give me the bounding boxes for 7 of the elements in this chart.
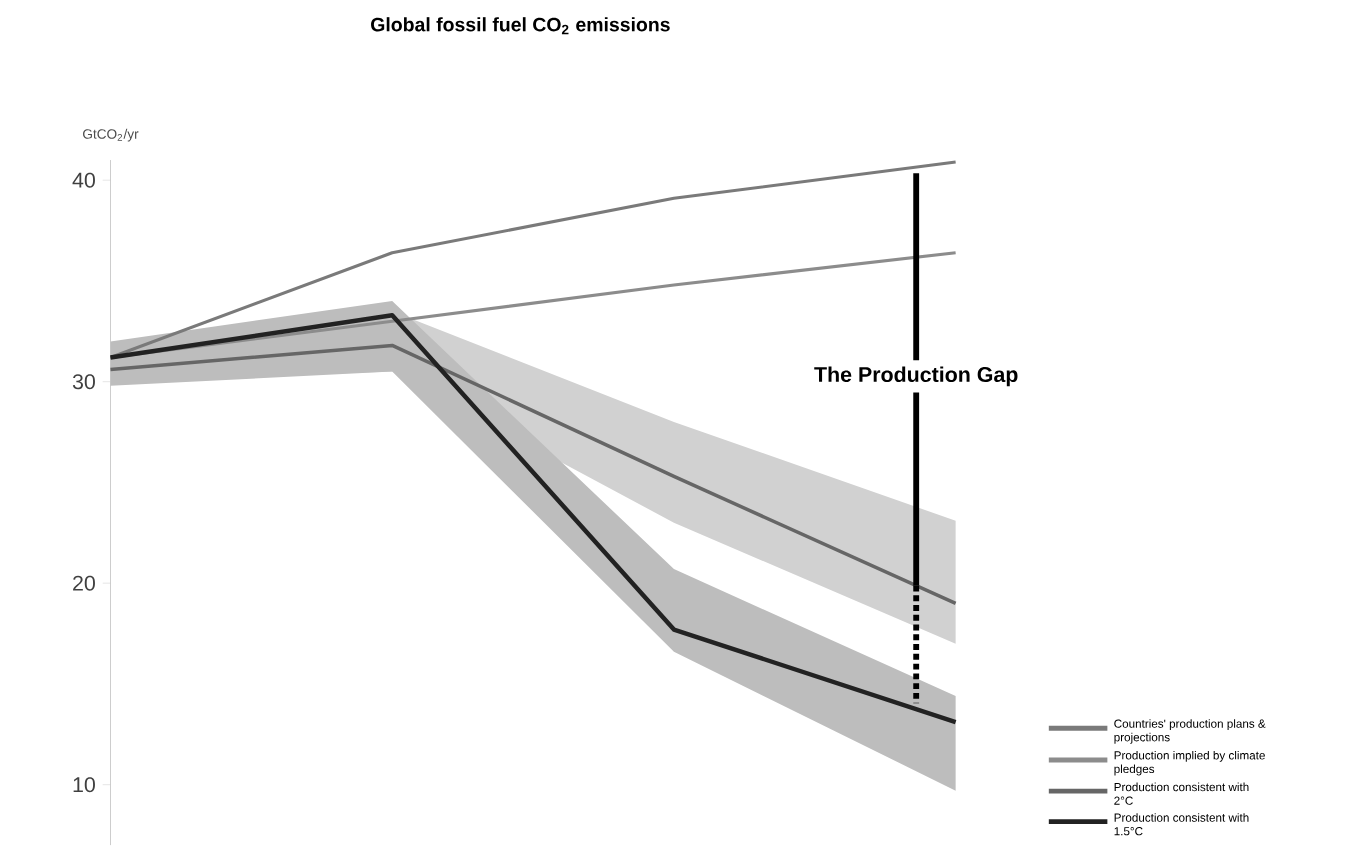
- y-tick-label: 10: [73, 777, 95, 793]
- y-tick-label: 30: [72, 374, 95, 390]
- line-series: [108, 160, 958, 360]
- annotation: The Production Gap: [814, 366, 1018, 387]
- chart-title: Global fossil fuel CO$_{2}$ emissions: [371, 17, 670, 35]
- y-tick-label: 20: [73, 576, 95, 592]
- y-tick-label: 40: [72, 173, 95, 189]
